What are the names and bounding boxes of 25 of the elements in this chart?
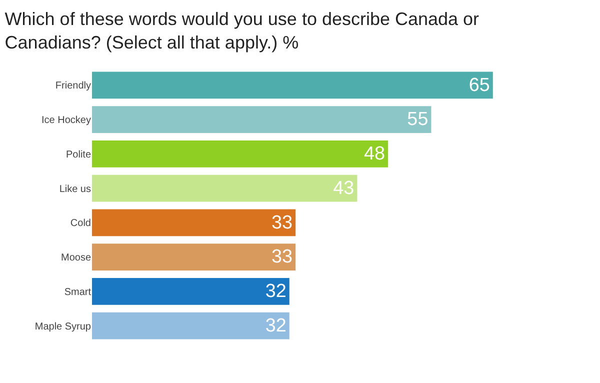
y-tick-label: Like us — [59, 184, 91, 195]
data-label: 43 — [333, 178, 354, 199]
bar — [92, 174, 358, 202]
bar — [92, 106, 432, 133]
bar — [92, 278, 290, 305]
bar — [92, 72, 493, 99]
y-tick-label: Friendly — [55, 80, 91, 92]
data-label: 33 — [271, 212, 293, 234]
y-tick-label: Cold — [70, 218, 91, 230]
y-tick-label: Ice Hockey — [42, 115, 91, 126]
bar — [92, 209, 296, 236]
bar — [92, 244, 296, 270]
data-label: 32 — [265, 281, 286, 302]
y-tick-label: Polite — [66, 149, 92, 160]
data-label: 32 — [265, 315, 286, 336]
y-tick-label: Moose — [60, 252, 92, 264]
bar — [92, 140, 388, 168]
data-label: 48 — [364, 144, 386, 165]
y-tick-label: Smart — [64, 286, 92, 298]
data-label: 55 — [407, 109, 428, 130]
bar — [92, 312, 290, 340]
data-label: 33 — [271, 246, 293, 268]
chart-title: Which of these words would you use to describe Canada or Canadians? (Select all that apply.) % — [4, 8, 480, 52]
data-label: 65 — [468, 74, 490, 96]
y-tick-label: Maple Syrup — [34, 321, 92, 332]
